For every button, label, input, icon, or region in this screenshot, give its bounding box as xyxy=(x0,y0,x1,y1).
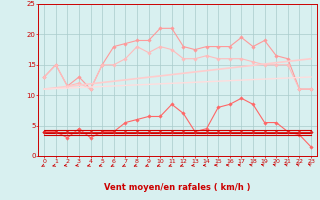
X-axis label: Vent moyen/en rafales ( km/h ): Vent moyen/en rafales ( km/h ) xyxy=(104,183,251,192)
